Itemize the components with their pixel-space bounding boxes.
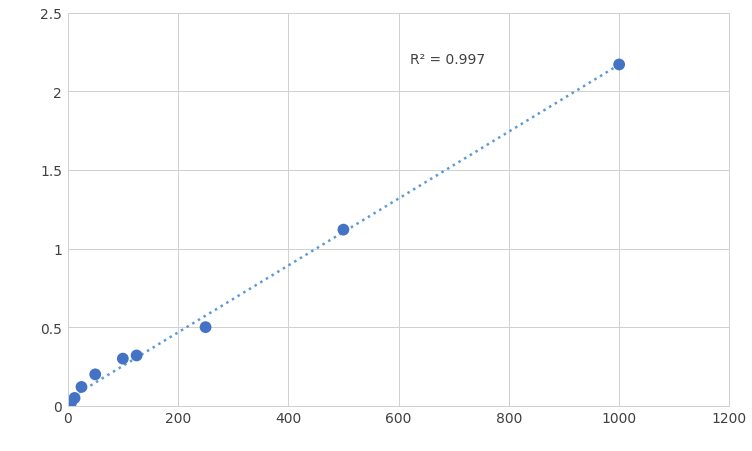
Point bbox=[68, 395, 80, 402]
Text: R² = 0.997: R² = 0.997 bbox=[410, 53, 485, 67]
Point bbox=[117, 355, 129, 363]
Point bbox=[131, 352, 143, 359]
Point bbox=[75, 383, 87, 391]
Point bbox=[65, 399, 77, 406]
Point bbox=[62, 401, 74, 408]
Point bbox=[89, 371, 102, 378]
Point bbox=[613, 62, 625, 69]
Point bbox=[199, 324, 211, 331]
Point bbox=[338, 226, 350, 234]
